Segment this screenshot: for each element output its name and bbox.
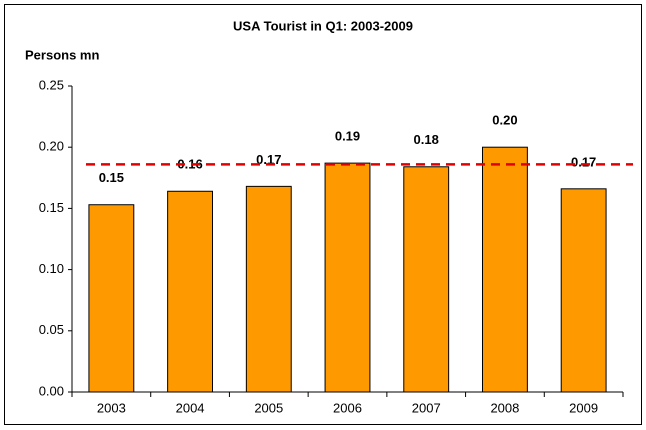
- y-axis-label: Persons mn: [25, 47, 99, 62]
- y-tick-label: 0.00: [39, 383, 64, 398]
- y-tick-label: 0.10: [39, 261, 64, 276]
- x-tick-label: 2009: [569, 400, 598, 415]
- bar: [403, 166, 450, 393]
- data-label: 0.16: [177, 157, 202, 172]
- data-label: 0.17: [256, 152, 281, 167]
- data-label: 0.15: [99, 170, 124, 185]
- x-tick-label: 2008: [490, 400, 519, 415]
- bar: [481, 146, 528, 393]
- bar: [560, 188, 607, 393]
- y-tick-label: 0.25: [39, 77, 64, 92]
- x-tick-label: 2004: [176, 400, 205, 415]
- bar: [324, 162, 371, 393]
- bar: [245, 185, 292, 393]
- data-label: 0.20: [492, 113, 517, 128]
- y-tick-label: 0.15: [39, 200, 64, 215]
- data-label: 0.17: [571, 154, 596, 169]
- x-tick-label: 2003: [97, 400, 126, 415]
- data-label: 0.18: [414, 132, 439, 147]
- bar: [88, 204, 135, 393]
- bar: [167, 190, 214, 393]
- chart-title: USA Tourist in Q1: 2003-2009: [233, 18, 413, 33]
- y-tick-label: 0.05: [39, 322, 64, 337]
- y-tick-label: 0.20: [39, 139, 64, 154]
- data-label: 0.19: [335, 129, 360, 144]
- x-tick-label: 2007: [412, 400, 441, 415]
- x-tick-label: 2006: [333, 400, 362, 415]
- x-tick-label: 2005: [254, 400, 283, 415]
